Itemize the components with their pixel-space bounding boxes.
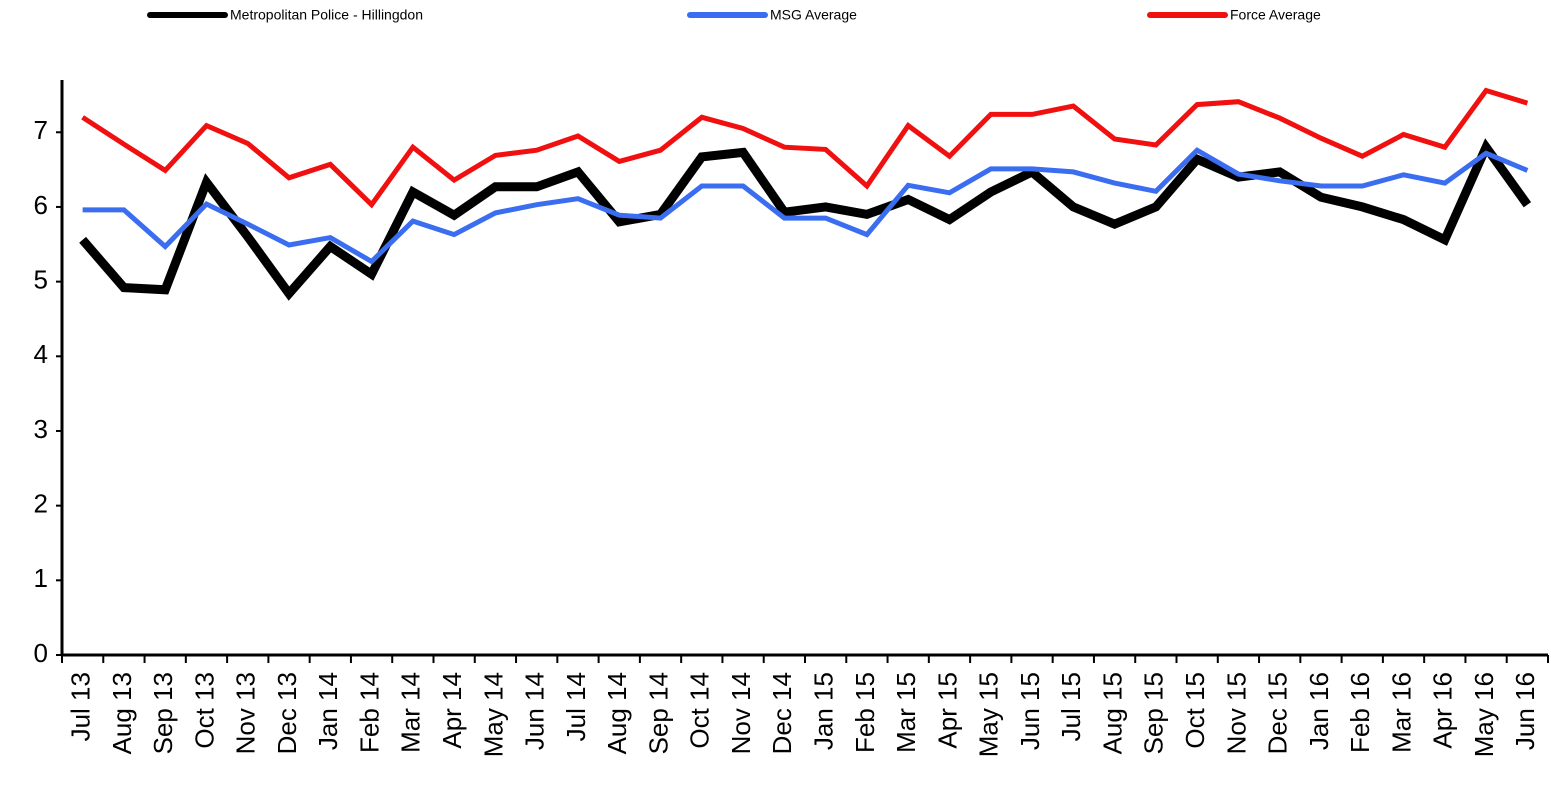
x-tick-label: Jul 15 [1056, 672, 1086, 741]
x-tick-label: Apr 14 [437, 672, 467, 749]
x-tick-label: Jan 14 [313, 672, 343, 750]
x-tick-label: May 14 [478, 672, 508, 757]
y-tick-label: 1 [34, 563, 48, 593]
x-tick-label: Oct 15 [1180, 672, 1210, 749]
y-tick-label: 2 [34, 489, 48, 519]
x-tick-label: Feb 16 [1345, 672, 1375, 753]
x-tick-label: Nov 15 [1221, 672, 1251, 754]
x-tick-label: Sep 15 [1139, 672, 1169, 754]
x-tick-label: Jan 16 [1304, 672, 1334, 750]
x-tick-label: Aug 15 [1097, 672, 1127, 754]
x-tick-label: Dec 13 [272, 672, 302, 754]
y-tick-label: 3 [34, 414, 48, 444]
x-tick-label: Jul 13 [66, 672, 96, 741]
x-tick-label: Sep 14 [643, 672, 673, 754]
x-tick-label: May 15 [974, 672, 1004, 757]
y-tick-label: 4 [34, 339, 48, 369]
x-tick-label: Mar 14 [396, 672, 426, 753]
x-tick-label: Mar 15 [891, 672, 921, 753]
x-tick-label: Jun 14 [520, 672, 550, 750]
x-tick-label: Jan 15 [809, 672, 839, 750]
y-tick-label: 5 [34, 264, 48, 294]
x-tick-label: Feb 15 [850, 672, 880, 753]
x-tick-label: Feb 14 [354, 672, 384, 753]
x-tick-label: Aug 13 [107, 672, 137, 754]
x-tick-label: Sep 13 [148, 672, 178, 754]
y-tick-label: 6 [34, 190, 48, 220]
legend-label: MSG Average [770, 7, 857, 23]
x-tick-label: Jun 15 [1015, 672, 1045, 750]
x-tick-label: Apr 15 [932, 672, 962, 749]
x-tick-label: Mar 16 [1386, 672, 1416, 753]
x-tick-label: Nov 13 [231, 672, 261, 754]
x-tick-label: May 16 [1469, 672, 1499, 757]
series-line [82, 147, 1529, 265]
y-tick-label: 7 [34, 115, 48, 145]
x-tick-label: Oct 13 [189, 672, 219, 749]
series-line [79, 138, 1532, 301]
x-tick-label: Oct 14 [685, 672, 715, 749]
y-tick-label: 0 [34, 638, 48, 668]
legend-label: Force Average [1230, 7, 1321, 23]
x-tick-label: Apr 16 [1428, 672, 1458, 749]
x-tick-label: Jun 16 [1510, 672, 1540, 750]
x-tick-label: Dec 15 [1263, 672, 1293, 754]
x-tick-label: Dec 14 [767, 672, 797, 754]
x-tick-label: Nov 14 [726, 672, 756, 754]
x-tick-label: Aug 14 [602, 672, 632, 754]
x-tick-label: Jul 14 [561, 672, 591, 741]
legend-label: Metropolitan Police - Hillingdon [230, 7, 423, 23]
series-line [81, 87, 1529, 209]
